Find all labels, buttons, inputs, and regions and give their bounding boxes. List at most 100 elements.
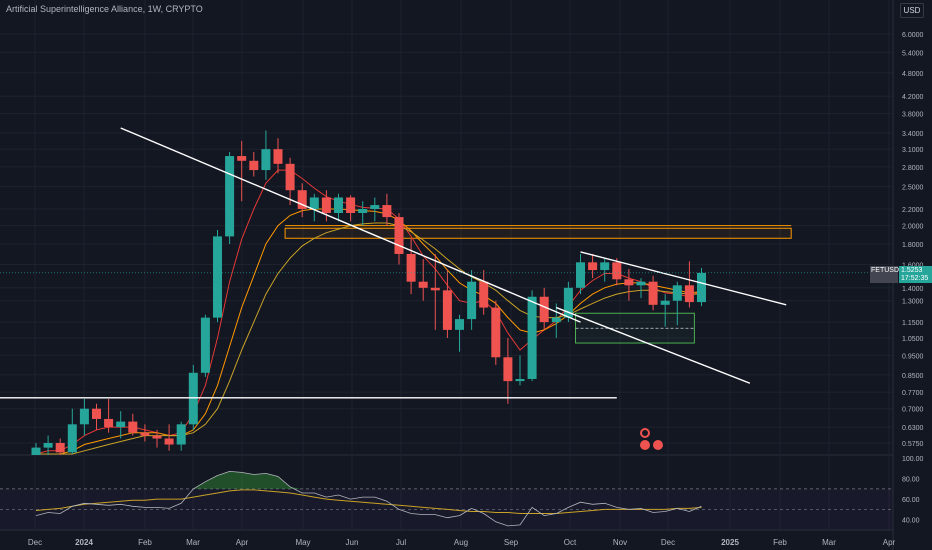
candle-body [394,217,404,254]
symbol-label: FETUSD [871,267,899,274]
candle-body [588,262,598,271]
symbol-tag: FETUSD [870,266,899,283]
candle-body [684,285,694,303]
candle-body [67,424,77,453]
price-tick: 0.5750 [902,441,924,448]
rsi-tick: 100.00 [902,456,924,463]
price-tick: 4.2000 [902,94,924,101]
candle-body [31,447,41,455]
moving-average-line [36,222,702,455]
time-tick: Mar [186,538,200,547]
candle-body [261,149,271,171]
price-zone [284,227,792,239]
flag-icon[interactable] [640,428,650,438]
last-price-tag: 1.5253 17:52:35 [899,266,932,283]
candle-body [309,197,319,209]
price-tick: 1.8000 [902,242,924,249]
candle-body [503,357,513,382]
candle-body [563,287,573,318]
candle-body [576,262,585,288]
price-tick: 1.0500 [902,336,924,343]
candle-body [612,262,622,280]
rsi-tick: 40.00 [902,518,920,525]
candle-body [648,281,658,305]
candle-body [600,262,610,271]
zones [284,225,792,344]
flag-icon[interactable] [640,440,650,450]
candle-body [467,281,477,320]
candle-body [285,163,295,191]
rsi-ma-line [35,489,702,514]
time-tick: Oct [564,538,577,547]
candle-body [297,190,307,209]
candle-body [346,197,356,213]
price-tick: 2.8000 [902,165,924,172]
price-tick: 0.8500 [902,373,924,380]
candle-body [237,156,247,161]
price-tick: 2.0000 [902,224,924,231]
candle-body [79,408,89,425]
candle-body [636,281,646,286]
time-tick: 2024 [75,538,93,547]
time-tick: Sep [504,538,519,547]
price-tick: 6.0000 [902,32,924,39]
moving-averages [35,169,702,455]
price-tick: 0.7700 [902,390,924,397]
candle-body [660,300,670,305]
time-tick: Jun [346,538,359,547]
rsi-line [35,470,702,527]
price-tick: 1.1500 [902,320,924,327]
last-price: 1.5253 [901,267,923,274]
candle-body [140,432,150,436]
price-tick: 0.9500 [902,353,924,360]
candle-body [358,208,368,213]
price-axis: 6.0000 5.4000 4.8000 4.2000 3.8000 3.4000 3.10… [902,32,924,525]
rsi-overbought-fill [36,471,702,489]
chart-title: Artificial Superintelligence Alliance, 1… [6,4,203,14]
price-tick: 1.3000 [902,299,924,306]
grid [0,0,893,530]
candle-body [43,443,53,448]
candle-body [104,418,114,428]
candle-body [479,281,489,308]
candle-body [442,290,452,330]
time-tick: Apr [883,538,896,547]
candle-body [334,197,343,213]
rsi-panel [0,0,894,550]
candle-body [672,285,682,301]
candle-body [273,149,283,164]
moving-average-line [35,169,702,455]
candle-body [249,160,259,171]
candle-body [188,372,198,425]
price-tick: 3.4000 [902,131,924,138]
time-tick: Feb [773,538,787,547]
candle-body [697,272,706,303]
time-tick: Jul [396,538,406,547]
candle-body [92,408,101,419]
currency-button[interactable]: USD [900,3,924,18]
time-tick: 2025 [721,538,739,547]
flag-icon[interactable] [653,440,663,450]
time-tick: Aug [454,538,468,547]
candle-body [200,317,210,373]
candle-body [624,279,634,286]
trendlines [0,127,893,399]
price-tick: 2.5000 [902,185,924,192]
rsi-tick: 80.00 [902,477,920,484]
candle-body [551,317,561,323]
time-tick: Nov [613,538,627,547]
trendline [120,127,581,323]
candle-body [116,421,126,428]
price-tick: 3.1000 [902,147,924,154]
trendline [580,251,787,306]
candle-body [225,156,235,237]
price-tick: 3.8000 [902,112,924,119]
time-tick: May [295,538,310,547]
candle-body [321,197,331,213]
candle-body [152,435,162,439]
time-tick: Dec [28,538,42,547]
candle-body [213,236,222,318]
candle-body [176,424,186,445]
bar-countdown: 17:52:35 [901,275,929,282]
